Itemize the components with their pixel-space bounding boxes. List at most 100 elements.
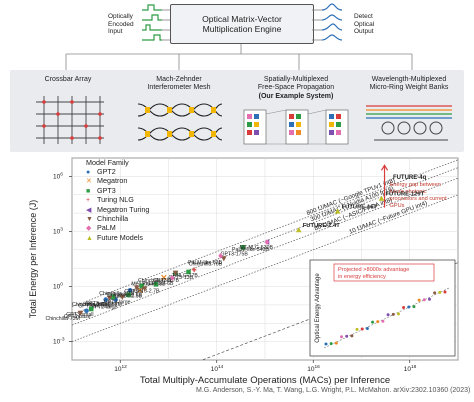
data-point [126,292,132,297]
legend-label: Megatron [97,176,128,186]
y-tick-label: 10-3 [53,337,65,346]
output-pulses-icon [312,3,343,41]
approach-2-title: Mach-Zehnder Interferometer Mesh [147,76,211,92]
legend-item: + Turing NLG [86,196,134,205]
data-points: GPT2-baseGPT2-mediumGPT2-largeGPT2-xlMeg… [45,191,424,322]
data-point [170,275,175,282]
point-label: GPT2-large [91,305,118,311]
legend-marker: ◀ [86,206,92,214]
approach-4-title: Wavelength-Multiplexed Micro-Ring Weight… [369,76,449,92]
output-label: Detect Optical Output [354,13,375,35]
data-point [127,288,133,293]
legend-item: ■ GPT3 [86,185,116,196]
approach-3-title: Spatially-Multiplexed Free-Space Propaga… [234,76,358,101]
inset-point [412,305,416,309]
legend-label: Chinchilla [97,214,129,223]
data-point [191,267,197,273]
point-label: GPT3-13B [169,275,194,281]
y-tick-label: 103 [53,226,63,235]
point-label: GPT2-base [64,314,91,320]
input-pulses-icon [142,4,170,41]
data-point [84,308,89,314]
legend-marker: + [86,197,91,205]
point-label: GPT3-2.7B [133,288,159,294]
energy-chart: 1012 1014 1016 1018 10-3 100 103 106 Total Multi… [28,157,459,386]
x-tick-label: 1014 [211,364,224,373]
y-axis-label: Total Energy per Inference (J) [28,200,38,319]
legend-item: ◆ PaLM [86,224,116,233]
approach-3-title-text: Spatially-Multiplexed Free-Space Propaga… [257,76,335,92]
data-point [295,227,302,233]
point-label: Megatron-2.5B [108,293,143,299]
legend-marker: ▲ [86,234,93,242]
inset-point [350,334,354,338]
inset-point [340,335,344,339]
approach-3-bold: (Our Example System) [258,92,334,100]
point-label: GPT3-medium [85,301,119,307]
inset-point [355,327,359,331]
crossbar-array-icon [30,92,110,148]
data-point [218,252,223,259]
point-label: Chinchilla-1.6B [107,293,142,299]
legend-label: Turing NLG [97,195,134,205]
data-point [133,285,140,291]
mzi-mesh-icon [137,103,223,141]
legend-item: ◀ Megatron Turing [86,204,150,215]
inset-point [376,320,380,324]
point-label: FUTURE-16T [342,204,378,210]
data-point [172,270,179,276]
y-tick-label: 106 [53,171,63,180]
data-point [77,310,84,316]
legend-marker: ✕ [86,178,92,186]
inset-point [407,305,411,309]
inset-point [391,312,395,316]
inset-point [438,290,442,294]
point-label: PaLM-like-6B [142,281,174,287]
connector-lines [65,44,413,70]
inset-point [417,298,421,302]
inset-trend-line [323,287,450,349]
data-point [378,195,385,201]
inset-point [422,298,426,302]
inset-point [329,342,333,346]
data-point [153,282,159,287]
legend-label: Future Models [97,232,143,242]
data-point [186,269,191,275]
point-label: Chinchilla-552M [85,302,122,308]
data-point [106,295,113,301]
point-label: GPT3-175B [221,251,249,257]
energy-gap-arrowhead [381,164,389,171]
x-tick-label: 1012 [114,364,127,373]
legend-marker: ■ [86,187,91,195]
inset-note: in energy efficiency [338,274,386,280]
inset-point [381,319,385,323]
legend-label: GPT2 [97,167,116,176]
engine-box: Optical Matrix-Vector Multiplication Eng… [170,4,314,44]
energy-gap-label: GPUs [390,203,405,209]
point-label: FUTURE-2.4T [303,223,340,229]
microring-icon [366,105,452,141]
energy-gap-label: processors and current [390,196,448,202]
y-tick-label: 100 [53,282,63,291]
data-point [119,294,126,300]
point-label: Chinchilla-1.1B [99,291,134,297]
inset-point [365,327,369,331]
legend-label: Megatron Turing [97,204,150,214]
reference-line [201,262,458,360]
point-label: FUTURE-129T [386,191,425,197]
energy-gap-label: Energy gap between [390,182,441,188]
inset-point [360,327,364,331]
legend-item: ● GPT2 [86,168,116,177]
data-point [264,239,270,245]
point-label: GPT2-medium [78,304,112,310]
x-axis-label: Total Multiply-Accumulate Operations (MA… [140,375,390,386]
data-point [110,294,116,300]
data-point [137,287,143,294]
point-label: GPT3-small [66,312,93,318]
point-label: Chinchilla-73M [45,316,79,322]
legend-marker: ● [86,169,91,176]
citation-footer: M.G. Anderson, S.-Y. Ma, T. Wang, L.G. W… [196,387,471,394]
inset-point [345,334,349,338]
legend-label: GPT3 [97,185,116,195]
